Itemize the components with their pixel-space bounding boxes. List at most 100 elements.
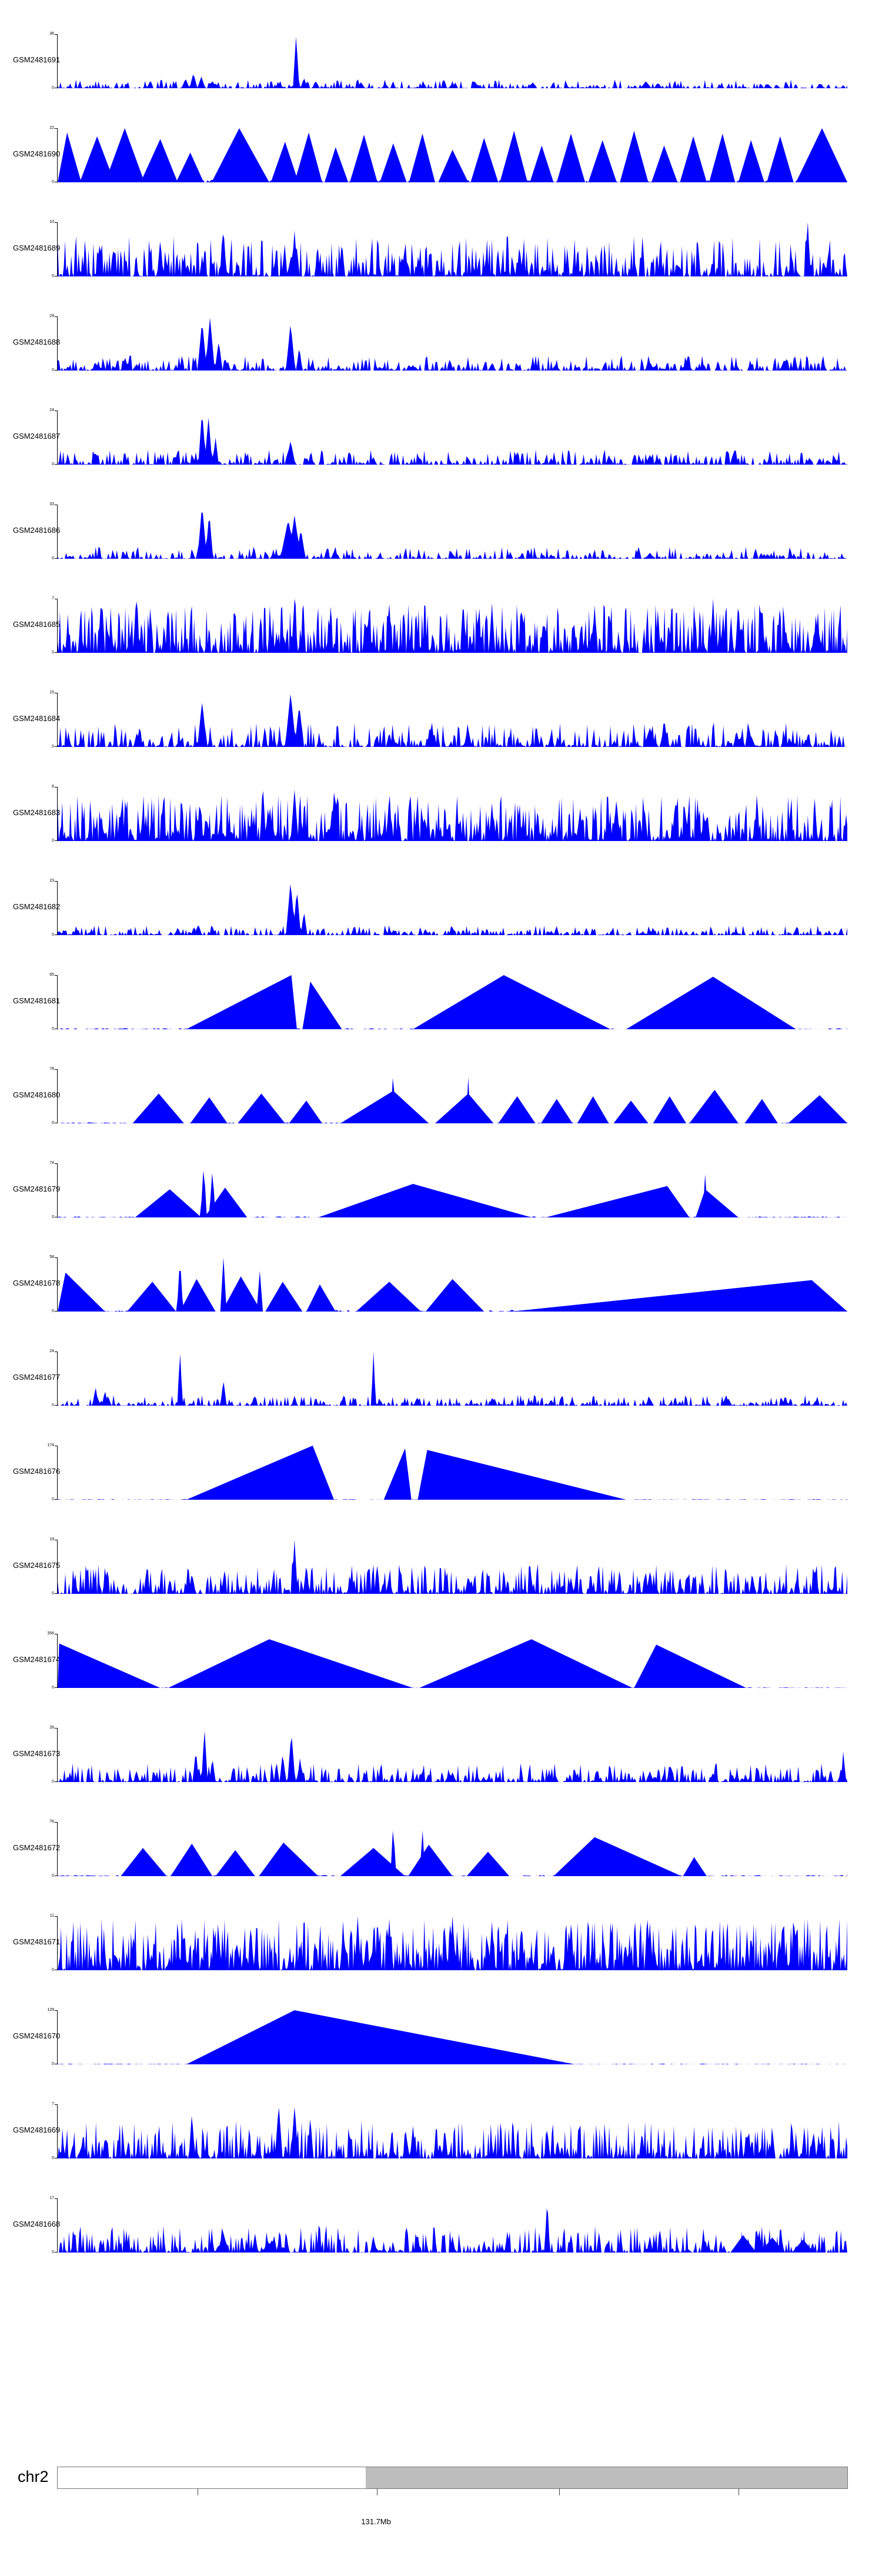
signal-area-chart <box>58 418 847 465</box>
track-plot: 356 0 <box>47 1631 847 1690</box>
axis-zero-label: 0 <box>52 1968 54 1972</box>
track-plot: 7 0 <box>52 596 847 655</box>
axis-tick-top-icon <box>55 881 57 882</box>
axis-tick-bottom-icon <box>55 1687 57 1688</box>
chromosome-ideogram <box>57 2467 848 2495</box>
track-plot: 23 0 <box>49 879 847 937</box>
axis-tick-top-icon <box>55 2198 57 2199</box>
signal-area-chart <box>58 222 847 276</box>
track-plot: 11 0 <box>50 1914 847 1972</box>
track-plot: 58 0 <box>49 1255 847 1313</box>
signal-track: GSM2481688 29 0 <box>0 296 882 391</box>
track-label: GSM2481689 <box>13 243 61 252</box>
axis-zero-label: 0 <box>52 368 54 372</box>
signal-track: GSM2481686 33 0 <box>0 485 882 579</box>
axis-tick-bottom-icon <box>55 1593 57 1594</box>
signal-track: GSM2481685 7 0 <box>0 579 882 673</box>
track-plot: 24 0 <box>49 1349 847 1407</box>
axis-zero-label: 0 <box>52 2062 54 2066</box>
axis-ymax-label: 17 <box>49 2196 54 2200</box>
axis-zero-label: 0 <box>52 86 54 90</box>
track-plot: 10 0 <box>49 220 847 278</box>
signal-area-chart <box>58 694 847 747</box>
axis-tick-top-icon <box>55 2104 57 2105</box>
axis-zero-label: 0 <box>52 274 54 278</box>
signal-track: GSM2481676 174 0 <box>0 1426 882 1520</box>
signal-area-chart <box>58 1352 847 1406</box>
track-label: GSM2481676 <box>13 1467 61 1476</box>
axis-tick-icon <box>559 2488 560 2495</box>
track-label: GSM2481680 <box>13 1090 61 1099</box>
track-label: GSM2481687 <box>13 432 61 441</box>
signal-track: GSM2481691 36 0 <box>0 14 882 108</box>
axis-tick-top-icon <box>55 1163 57 1164</box>
signal-track: GSM2481681 65 0 <box>0 955 882 1049</box>
axis-ymax-label: 10 <box>49 220 54 224</box>
axis-tick-bottom-icon <box>55 1499 57 1500</box>
axis-zero-label: 0 <box>52 839 54 843</box>
track-label: GSM2481673 <box>13 1749 61 1758</box>
signal-track: GSM2481690 22 0 <box>0 108 882 202</box>
axis-tick-bottom-icon <box>55 652 57 653</box>
signal-area-chart <box>58 512 847 559</box>
axis-tick-bottom-icon <box>55 840 57 841</box>
track-label: GSM2481669 <box>13 2125 61 2134</box>
axis-tick-top-icon <box>55 34 57 35</box>
track-plot: 174 0 <box>47 1443 847 1501</box>
axis-ymax-label: 22 <box>49 126 54 130</box>
signal-track: GSM2481674 356 0 <box>0 1614 882 1708</box>
signal-track: GSM2481671 11 0 <box>0 1896 882 1990</box>
track-label: GSM2481679 <box>13 1184 61 1193</box>
track-label: GSM2481683 <box>13 808 61 817</box>
axis-ymax-label: 29 <box>49 314 54 318</box>
axis-ymax-label: 36 <box>49 32 54 36</box>
signal-area-chart <box>58 1916 847 1970</box>
axis-tick-bottom-icon <box>55 1311 57 1312</box>
track-label: GSM2481691 <box>13 55 61 64</box>
signal-area-chart <box>58 789 847 841</box>
track-plot: 36 0 <box>49 32 847 90</box>
axis-zero-label: 0 <box>52 1874 54 1878</box>
signal-area-chart <box>58 1730 847 1782</box>
axis-ymax-label: 19 <box>49 1537 54 1541</box>
signal-area-chart <box>58 599 847 653</box>
axis-zero-label: 0 <box>52 556 54 560</box>
track-plot: 17 0 <box>49 2196 847 2254</box>
track-label: GSM2481688 <box>13 338 61 346</box>
axis-ymax-label: 28 <box>49 1726 54 1730</box>
axis-tick-top-icon <box>55 1257 57 1258</box>
track-label: GSM2481681 <box>13 996 61 1005</box>
axis-tick-top-icon <box>55 1916 57 1917</box>
signal-track: GSM2481672 76 0 <box>0 1802 882 1896</box>
track-plot: 76 0 <box>49 1820 847 1878</box>
track-plot: 74 0 <box>49 1161 847 1219</box>
signal-track: GSM2481678 58 0 <box>0 1237 882 1332</box>
track-plot: 24 0 <box>49 408 847 466</box>
track-label: GSM2481690 <box>13 149 61 158</box>
axis-zero-label: 0 <box>52 2250 54 2254</box>
signal-area-chart <box>58 2208 847 2253</box>
axis-tick-top-icon <box>55 316 57 317</box>
signal-area-chart <box>58 1446 847 1500</box>
axis-ymax-label: 23 <box>49 879 54 883</box>
track-label: GSM2481684 <box>13 714 61 723</box>
axis-tick-top-icon <box>55 975 57 976</box>
ideogram-segment <box>365 2467 847 2488</box>
axis-ymax-label: 174 <box>47 1443 54 1447</box>
track-label: GSM2481671 <box>13 1937 61 1946</box>
track-plot: 78 0 <box>49 1067 847 1125</box>
axis-zero-label: 0 <box>52 1497 54 1501</box>
signal-track: GSM2481670 129 0 <box>0 1990 882 2084</box>
axis-zero-label: 0 <box>52 1686 54 1690</box>
axis-ymax-label: 129 <box>47 2008 54 2012</box>
signal-area-chart <box>58 1639 847 1688</box>
signal-track: GSM2481673 28 0 <box>0 1708 882 1802</box>
axis-tick-top-icon <box>55 1069 57 1070</box>
signal-track: GSM2481682 23 0 <box>0 861 882 955</box>
track-label: GSM2481668 <box>13 2220 61 2228</box>
signal-area-chart <box>58 1170 847 1217</box>
signal-area-chart <box>58 2107 847 2158</box>
axis-zero-label: 0 <box>52 462 54 466</box>
axis-tick-bottom-icon <box>55 370 57 371</box>
signal-area-chart <box>58 884 847 935</box>
